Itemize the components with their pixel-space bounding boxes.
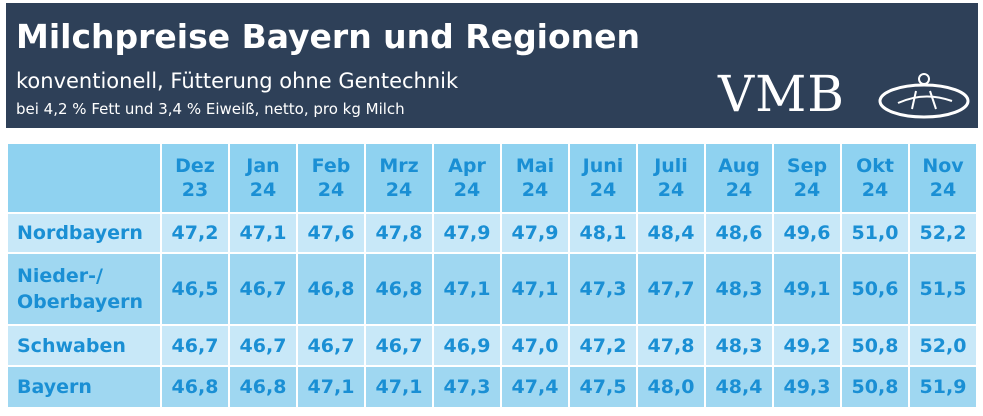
price-cell: 47,1: [432, 252, 502, 326]
price-cell: 46,8: [160, 365, 230, 409]
price-cell: 47,2: [160, 212, 230, 254]
price-cell: 50,8: [840, 365, 910, 409]
table-row: Schwaben 46,7 46,7 46,7 46,7 46,9 47,0 47,2 47,8…: [6, 324, 978, 367]
price-cell: 47,6: [296, 212, 366, 254]
price-cell: 47,2: [568, 324, 638, 367]
column-header: Dez 23: [160, 142, 230, 214]
price-cell: 49,2: [772, 324, 842, 367]
price-cell: 46,5: [160, 252, 230, 326]
column-header: Aug 24: [704, 142, 774, 214]
price-cell: 47,3: [432, 365, 502, 409]
column-header: Juni 24: [568, 142, 638, 214]
table-row: Bayern 46,8 46,8 47,1 47,1 47,3 47,4 47,5 48,0 48…: [6, 365, 978, 409]
price-cell: 46,7: [228, 324, 298, 367]
logo: VMB: [718, 65, 846, 123]
price-cell: 47,5: [568, 365, 638, 409]
price-cell: 48,4: [704, 365, 774, 409]
price-cell: 47,3: [568, 252, 638, 326]
price-cell: 46,7: [296, 324, 366, 367]
price-cell: 47,8: [636, 324, 706, 367]
column-header: Jan 24: [228, 142, 298, 214]
price-cell: 51,5: [908, 252, 978, 326]
logo-icon: [878, 73, 970, 119]
column-header: Nov 24: [908, 142, 978, 214]
column-header: Apr 24: [432, 142, 502, 214]
price-cell: 48,0: [636, 365, 706, 409]
row-name: Nieder-/ Oberbayern: [6, 252, 162, 326]
price-cell: 47,1: [364, 365, 434, 409]
price-cell: 46,7: [160, 324, 230, 367]
price-cell: 47,8: [364, 212, 434, 254]
subtitle: konventionell, Fütterung ohne Gentechnik: [16, 69, 459, 93]
row-name: Bayern: [6, 365, 162, 409]
title: Milchpreise Bayern und Regionen: [16, 17, 641, 56]
price-cell: 49,6: [772, 212, 842, 254]
price-table: Dez 23 Jan 24 Feb 24 Mrz 24 Apr 24 Mai 24 Juni…: [6, 142, 978, 409]
price-cell: 48,4: [636, 212, 706, 254]
price-cell: 47,4: [500, 365, 570, 409]
note: bei 4,2 % Fett und 3,4 % Eiweiß, netto, …: [16, 100, 405, 118]
price-cell: 47,7: [636, 252, 706, 326]
header: Milchpreise Bayern und Regionen konventi…: [6, 3, 978, 128]
price-cell: 49,1: [772, 252, 842, 326]
price-cell: 46,7: [364, 324, 434, 367]
price-cell: 47,0: [500, 324, 570, 367]
price-cell: 50,6: [840, 252, 910, 326]
column-header: Feb 24: [296, 142, 366, 214]
price-cell: 46,7: [228, 252, 298, 326]
table-row: Nordbayern 47,2 47,1 47,6 47,8 47,9 47,9 48,1 48…: [6, 212, 978, 254]
column-header: Mrz 24: [364, 142, 434, 214]
price-cell: 48,3: [704, 324, 774, 367]
column-header: Sep 24: [772, 142, 842, 214]
price-cell: 52,0: [908, 324, 978, 367]
column-header: Okt 24: [840, 142, 910, 214]
price-cell: 48,6: [704, 212, 774, 254]
price-cell: 50,8: [840, 324, 910, 367]
price-cell: 47,1: [296, 365, 366, 409]
price-cell: 47,9: [432, 212, 502, 254]
column-header: Juli 24: [636, 142, 706, 214]
table-row: Nieder-/ Oberbayern 46,5 46,7 46,8 46,8 47,1 4…: [6, 252, 978, 326]
row-name: Nordbayern: [6, 212, 162, 254]
price-cell: 46,8: [228, 365, 298, 409]
price-cell: 47,1: [500, 252, 570, 326]
price-cell: 51,0: [840, 212, 910, 254]
corner-cell: [6, 142, 162, 214]
price-cell: 47,9: [500, 212, 570, 254]
price-cell: 47,1: [228, 212, 298, 254]
price-cell: 51,9: [908, 365, 978, 409]
price-cell: 46,8: [296, 252, 366, 326]
row-name: Schwaben: [6, 324, 162, 367]
price-cell: 48,1: [568, 212, 638, 254]
column-header: Mai 24: [500, 142, 570, 214]
price-cell: 46,8: [364, 252, 434, 326]
price-cell: 49,3: [772, 365, 842, 409]
price-cell: 48,3: [704, 252, 774, 326]
price-cell: 46,9: [432, 324, 502, 367]
price-cell: 52,2: [908, 212, 978, 254]
